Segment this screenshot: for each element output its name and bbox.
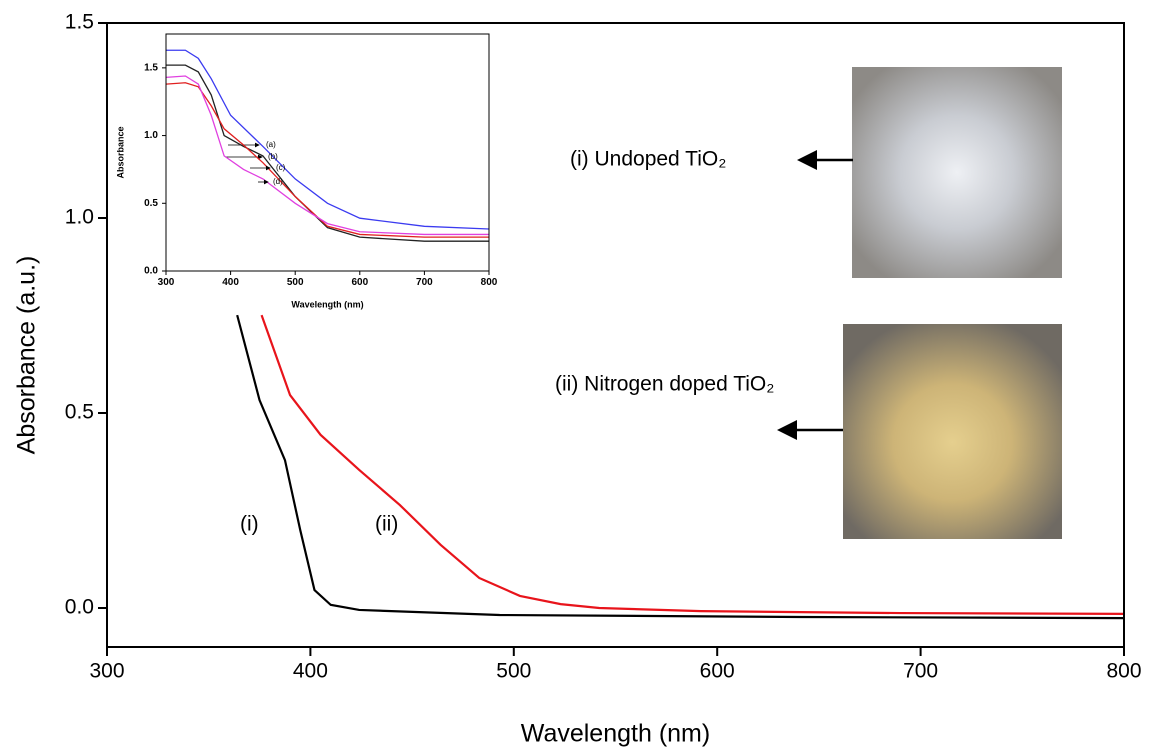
x-tick-label: 700 bbox=[416, 277, 433, 288]
x-tick-label: 300 bbox=[89, 659, 124, 682]
y-tick-label: 0.0 bbox=[144, 266, 158, 277]
plot-frame bbox=[165, 33, 490, 272]
x-tick-label: 400 bbox=[293, 659, 328, 682]
series-label: (i) bbox=[240, 513, 259, 536]
series-label: (d) bbox=[273, 177, 283, 186]
data-line bbox=[165, 82, 489, 238]
annotation: (i) Undoped TiO₂ bbox=[570, 148, 726, 171]
series-label: (a) bbox=[266, 140, 276, 149]
data-line bbox=[236, 314, 1125, 620]
photo-doped bbox=[843, 324, 1062, 539]
y-axis-label: Absorbance bbox=[115, 126, 125, 178]
x-tick-label: 700 bbox=[903, 659, 938, 682]
series-label: (b) bbox=[268, 152, 278, 161]
x-tick-label: 400 bbox=[222, 277, 239, 288]
inset-chart: (a) (b) (c) (d) 300 400 500 600 700 800 0.0 0.5 1.0 1… bbox=[115, 33, 498, 309]
y-axis-label: Absorbance (a.u.) bbox=[13, 256, 41, 455]
inset-background bbox=[166, 34, 489, 271]
x-axis-label: Wavelength (nm) bbox=[291, 299, 363, 309]
data-line bbox=[166, 49, 490, 230]
series-label: (ii) bbox=[375, 513, 398, 536]
y-tick-label: 1.0 bbox=[65, 206, 94, 229]
x-tick-label: 300 bbox=[158, 277, 175, 288]
x-tick-label: 800 bbox=[1106, 659, 1141, 682]
x-tick-label: 600 bbox=[700, 659, 735, 682]
photo-undoped bbox=[852, 67, 1062, 278]
x-tick-label: 600 bbox=[351, 277, 368, 288]
series-label: (c) bbox=[276, 163, 286, 172]
y-tick-label: 1.5 bbox=[65, 11, 94, 34]
x-axis-label: Wavelength (nm) bbox=[521, 720, 710, 748]
data-line bbox=[260, 314, 1125, 615]
plot-frame bbox=[106, 22, 1125, 648]
annotation: (ii) Nitrogen doped TiO₂ bbox=[555, 373, 774, 396]
x-tick-label: 800 bbox=[481, 277, 498, 288]
y-tick-label: 0.5 bbox=[144, 198, 158, 209]
data-line bbox=[166, 64, 489, 242]
y-tick-label: 1.0 bbox=[144, 130, 158, 141]
data-line bbox=[165, 75, 489, 236]
main-chart: (i) (ii) 300 400 500 600 700 800 0.0 0.5 1.0 1.5 Wav… bbox=[13, 11, 1142, 748]
y-tick-label: 1.5 bbox=[144, 62, 158, 73]
y-tick-label: 0.0 bbox=[65, 596, 94, 619]
x-tick-label: 500 bbox=[287, 277, 304, 288]
y-tick-label: 0.5 bbox=[65, 401, 94, 424]
x-tick-label: 500 bbox=[496, 659, 531, 682]
